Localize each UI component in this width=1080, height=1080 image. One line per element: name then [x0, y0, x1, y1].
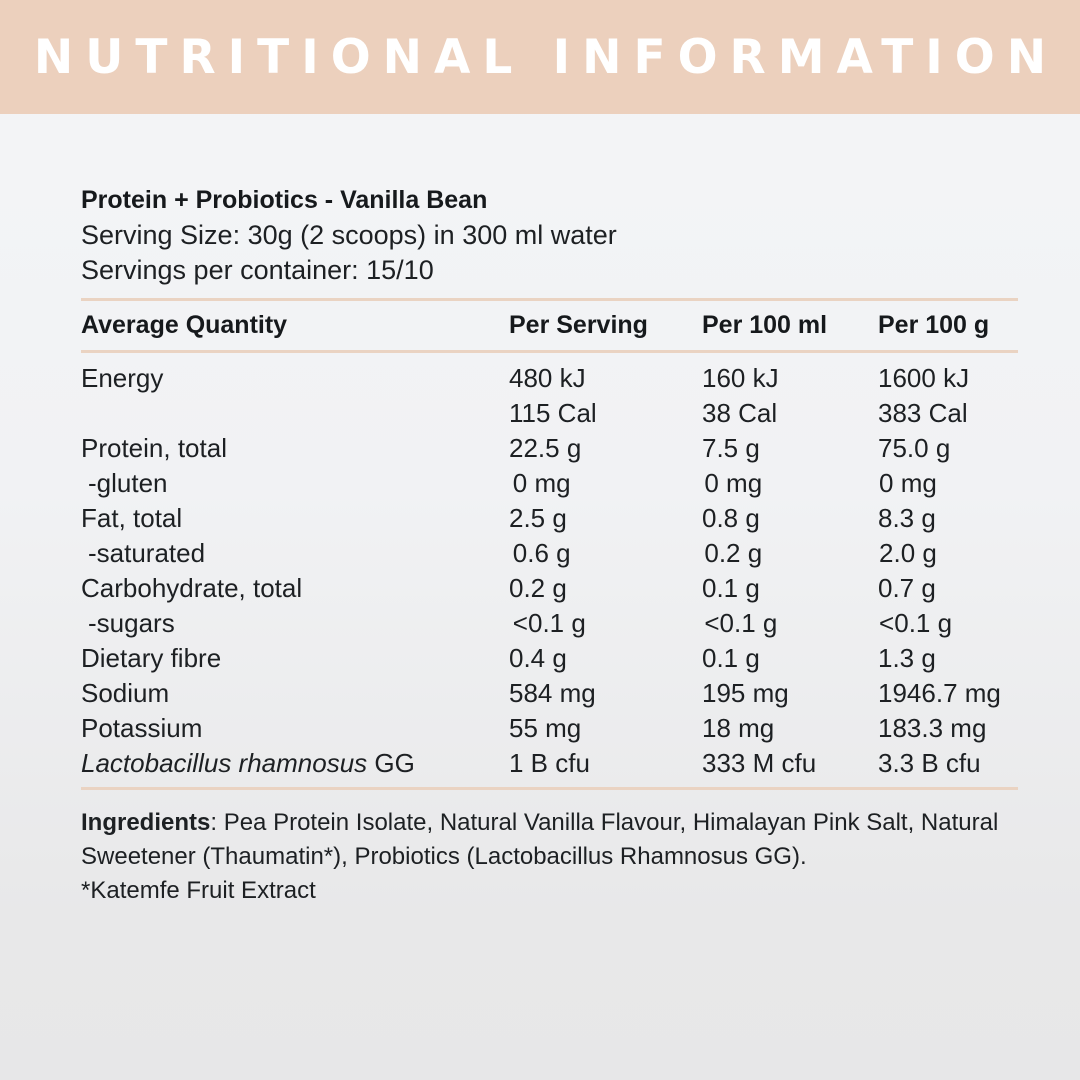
table-row-sodium: Sodium 584 mg 195 mg 1946.7 mg: [81, 676, 1018, 711]
table-row-sugars: -sugars <0.1 g <0.1 g <0.1 g: [81, 606, 1018, 641]
ingredients-label: Ingredients: [81, 809, 211, 836]
nutrition-panel: Protein + Probiotics - Vanilla Bean Serv…: [81, 180, 1018, 908]
per-serving-value: 584 mg: [509, 678, 596, 708]
per-serving-value: 1 B cfu: [509, 748, 590, 778]
per-serving-value: 115 Cal: [509, 398, 597, 428]
per-100ml-value: 0.1 g: [702, 573, 760, 603]
per-100ml-value: 38 Cal: [702, 398, 778, 428]
per-100ml-value: 160 kJ: [702, 363, 779, 393]
per-100ml-value: 18 mg: [702, 713, 775, 743]
row-label: -gluten: [88, 468, 168, 498]
row-label: Dietary fibre: [81, 643, 222, 673]
per-100ml-value: <0.1 g: [704, 608, 778, 638]
per-100g-value: 75.0 g: [878, 433, 951, 463]
per-serving-value: 22.5 g: [509, 433, 582, 463]
row-label: Carbohydrate, total: [81, 573, 303, 603]
per-serving-value: 0.2 g: [509, 573, 567, 603]
ingredients-text: Ingredients: Pea Protein Isolate, Natura…: [81, 806, 1018, 874]
per-serving-value: 55 mg: [509, 713, 582, 743]
column-header-per-100ml: Per 100 ml: [702, 311, 828, 339]
divider: [81, 787, 1018, 790]
column-header-average-quantity: Average Quantity: [81, 311, 288, 339]
per-100ml-value: 0.2 g: [704, 538, 763, 568]
row-label: Lactobacillus rhamnosus GG: [81, 748, 509, 779]
product-name: Protein + Probiotics - Vanilla Bean: [81, 186, 488, 214]
per-100g-value: 183.3 mg: [878, 713, 987, 743]
table-row-gluten: -gluten 0 mg 0 mg 0 mg: [81, 466, 1018, 501]
table-row-dietary-fibre: Dietary fibre 0.4 g 0.1 g 1.3 g: [81, 641, 1018, 676]
row-label: Sodium: [81, 678, 170, 708]
table-row-fat: Fat, total 2.5 g 0.8 g 8.3 g: [81, 501, 1018, 536]
per-100ml-value: 195 mg: [702, 678, 789, 708]
per-serving-value: 0.4 g: [509, 643, 567, 673]
header-banner: NUTRITIONAL INFORMATION: [0, 0, 1080, 114]
per-100g-value: 1.3 g: [878, 643, 936, 673]
per-100g-value: 3.3 B cfu: [878, 748, 981, 778]
ingredients-list: : Pea Protein Isolate, Natural Vanilla F…: [81, 809, 999, 870]
serving-size: Serving Size: 30g (2 scoops) in 300 ml w…: [81, 220, 617, 250]
per-100g-value: 0.7 g: [878, 573, 936, 603]
row-label: Energy: [81, 363, 164, 393]
row-label: -sugars: [88, 608, 175, 638]
ingredients-footnote: *Katemfe Fruit Extract: [81, 877, 316, 904]
per-100g-value: 1600 kJ: [878, 363, 970, 393]
column-header-per-100g: Per 100 g: [878, 311, 990, 339]
per-100g-value: 383 Cal: [878, 398, 968, 428]
species-name: Lactobacillus rhamnosus: [81, 748, 368, 778]
per-serving-value: 0 mg: [512, 468, 571, 498]
per-100g-value: 1946.7 mg: [878, 678, 1001, 708]
per-100ml-value: 333 M cfu: [702, 748, 817, 778]
table-row-potassium: Potassium 55 mg 18 mg 183.3 mg: [81, 711, 1018, 746]
table-header: Average Quantity Per Serving Per 100 ml …: [81, 301, 1018, 350]
table-row-energy-kj: Energy 480 kJ 160 kJ 1600 kJ: [81, 361, 1018, 396]
table-row-probiotic: Lactobacillus rhamnosus GG 1 B cfu 333 M…: [81, 746, 1018, 781]
column-header-per-serving: Per Serving: [509, 311, 648, 339]
nutrition-table-body: Energy 480 kJ 160 kJ 1600 kJ 115 Cal 38 …: [81, 353, 1018, 787]
per-100ml-value: 0.1 g: [702, 643, 760, 673]
row-label: Potassium: [81, 713, 203, 743]
table-row-saturated: -saturated 0.6 g 0.2 g 2.0 g: [81, 536, 1018, 571]
per-100g-value: 0 mg: [879, 468, 937, 498]
divider: [81, 298, 1018, 301]
table-row-energy-cal: 115 Cal 38 Cal 383 Cal: [81, 396, 1018, 431]
row-label: Fat, total: [81, 503, 183, 533]
table-row-protein: Protein, total 22.5 g 7.5 g 75.0 g: [81, 431, 1018, 466]
page-title: NUTRITIONAL INFORMATION: [33, 29, 1059, 85]
row-label: Protein, total: [81, 433, 227, 463]
servings-per-container: Servings per container: 15/10: [81, 255, 434, 285]
ingredients-block: Ingredients: Pea Protein Isolate, Natura…: [81, 806, 1018, 908]
per-serving-value: 2.5 g: [509, 503, 567, 533]
per-serving-value: 480 kJ: [509, 363, 586, 393]
per-serving-value: 0.6 g: [512, 538, 571, 568]
per-100ml-value: 0.8 g: [702, 503, 760, 533]
per-100ml-value: 0 mg: [704, 468, 763, 498]
per-serving-value: <0.1 g: [512, 608, 586, 638]
per-100g-value: 8.3 g: [878, 503, 936, 533]
divider: [81, 350, 1018, 353]
row-label: -saturated: [88, 538, 206, 568]
per-100g-value: 2.0 g: [879, 538, 937, 568]
per-100ml-value: 7.5 g: [702, 433, 760, 463]
strain-suffix: GG: [367, 748, 415, 778]
table-row-carbohydrate: Carbohydrate, total 0.2 g 0.1 g 0.7 g: [81, 571, 1018, 606]
per-100g-value: <0.1 g: [879, 608, 953, 638]
